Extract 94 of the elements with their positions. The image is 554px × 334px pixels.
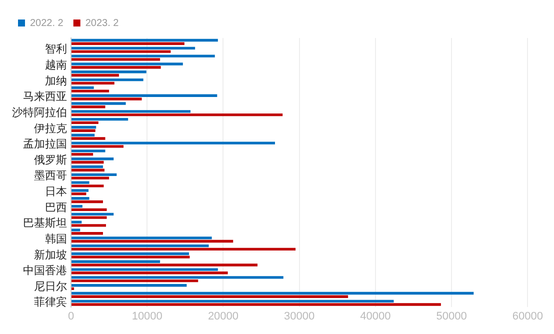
bar [72, 121, 98, 124]
bar [72, 189, 89, 192]
bar [72, 181, 90, 184]
bar [72, 295, 348, 298]
bar [72, 184, 104, 188]
bar [72, 129, 96, 132]
bar [72, 102, 126, 105]
y-tick-label: 中国香港 [23, 264, 67, 278]
bar [72, 220, 82, 224]
bar [72, 272, 228, 274]
bar [72, 212, 114, 216]
y-tick-label: 日本 [45, 185, 67, 198]
bar [72, 58, 160, 61]
legend-label: 2022. 2 [30, 18, 64, 29]
y-tick-label: 尼日尔 [34, 280, 67, 293]
legend-label: 2023. 2 [85, 18, 120, 29]
bar [72, 279, 198, 282]
bar [72, 300, 394, 303]
y-tick-label: 巴基斯坦 [23, 216, 67, 230]
y-tick-label: 新加坡 [34, 248, 67, 262]
y-tick-label: 菲律宾 [34, 296, 67, 309]
y-tick-label: 加纳 [45, 74, 67, 88]
bar [72, 150, 106, 152]
bar [72, 204, 82, 208]
bar [72, 50, 171, 53]
bar [72, 98, 142, 100]
bar [72, 137, 106, 140]
y-tick-label: 马来西亚 [23, 90, 67, 104]
bar [72, 142, 275, 144]
bar [72, 78, 144, 82]
bar [72, 86, 94, 90]
bar [72, 118, 128, 121]
x-tick-label: 50000 [436, 310, 467, 322]
bar [72, 240, 234, 243]
bar [72, 224, 106, 227]
bar [72, 62, 183, 66]
bar [72, 303, 441, 306]
bar [72, 284, 187, 287]
y-tick-label: 孟加拉国 [23, 138, 67, 151]
bar [72, 292, 474, 295]
y-tick-label: 伊拉克 [34, 122, 67, 135]
bar [72, 110, 191, 113]
bar [72, 152, 94, 156]
bar [72, 106, 106, 108]
bar [72, 158, 114, 160]
bar [72, 228, 80, 232]
x-tick-label: 0 [68, 310, 74, 322]
bar [72, 236, 212, 240]
x-tick-label: 20000 [208, 310, 239, 322]
bar [72, 276, 284, 279]
bar [72, 192, 86, 196]
bar [72, 126, 96, 129]
y-tick-label: 韩国 [45, 232, 67, 246]
bar [72, 70, 146, 74]
bar [72, 248, 296, 251]
bar [72, 42, 184, 45]
bar [72, 94, 218, 97]
bar [72, 145, 124, 148]
bar [72, 244, 209, 248]
bar [72, 197, 90, 200]
bar [72, 256, 190, 258]
x-tick-label: 30000 [284, 310, 315, 322]
y-tick-label: 智利 [45, 42, 67, 56]
bar [72, 113, 283, 116]
bar [72, 90, 110, 92]
bar [72, 176, 110, 180]
bar [72, 38, 218, 42]
x-tick-label: 10000 [132, 310, 162, 322]
bar [72, 268, 218, 271]
y-tick-label: 俄罗斯 [34, 153, 67, 166]
bar [72, 232, 103, 235]
bar [72, 66, 161, 69]
bar [72, 208, 107, 211]
bar [72, 264, 258, 266]
bar [72, 287, 74, 290]
bar [72, 173, 117, 176]
bar [72, 134, 95, 136]
bar [72, 46, 196, 50]
bar [72, 216, 107, 219]
bar [72, 260, 160, 263]
bar [72, 168, 104, 172]
bar [72, 200, 103, 204]
bar [72, 252, 189, 256]
x-tick-label: 40000 [360, 310, 391, 322]
bar [72, 82, 114, 85]
bar [72, 74, 119, 77]
y-tick-label: 巴西 [45, 200, 67, 214]
y-tick-label: 沙特阿拉伯 [12, 106, 67, 119]
x-tick-label: 60000 [512, 310, 544, 322]
bar [72, 160, 104, 164]
y-tick-label: 墨西哥 [34, 169, 67, 182]
y-tick-label: 越南 [45, 58, 67, 72]
bar [72, 165, 103, 168]
bar [72, 54, 215, 58]
